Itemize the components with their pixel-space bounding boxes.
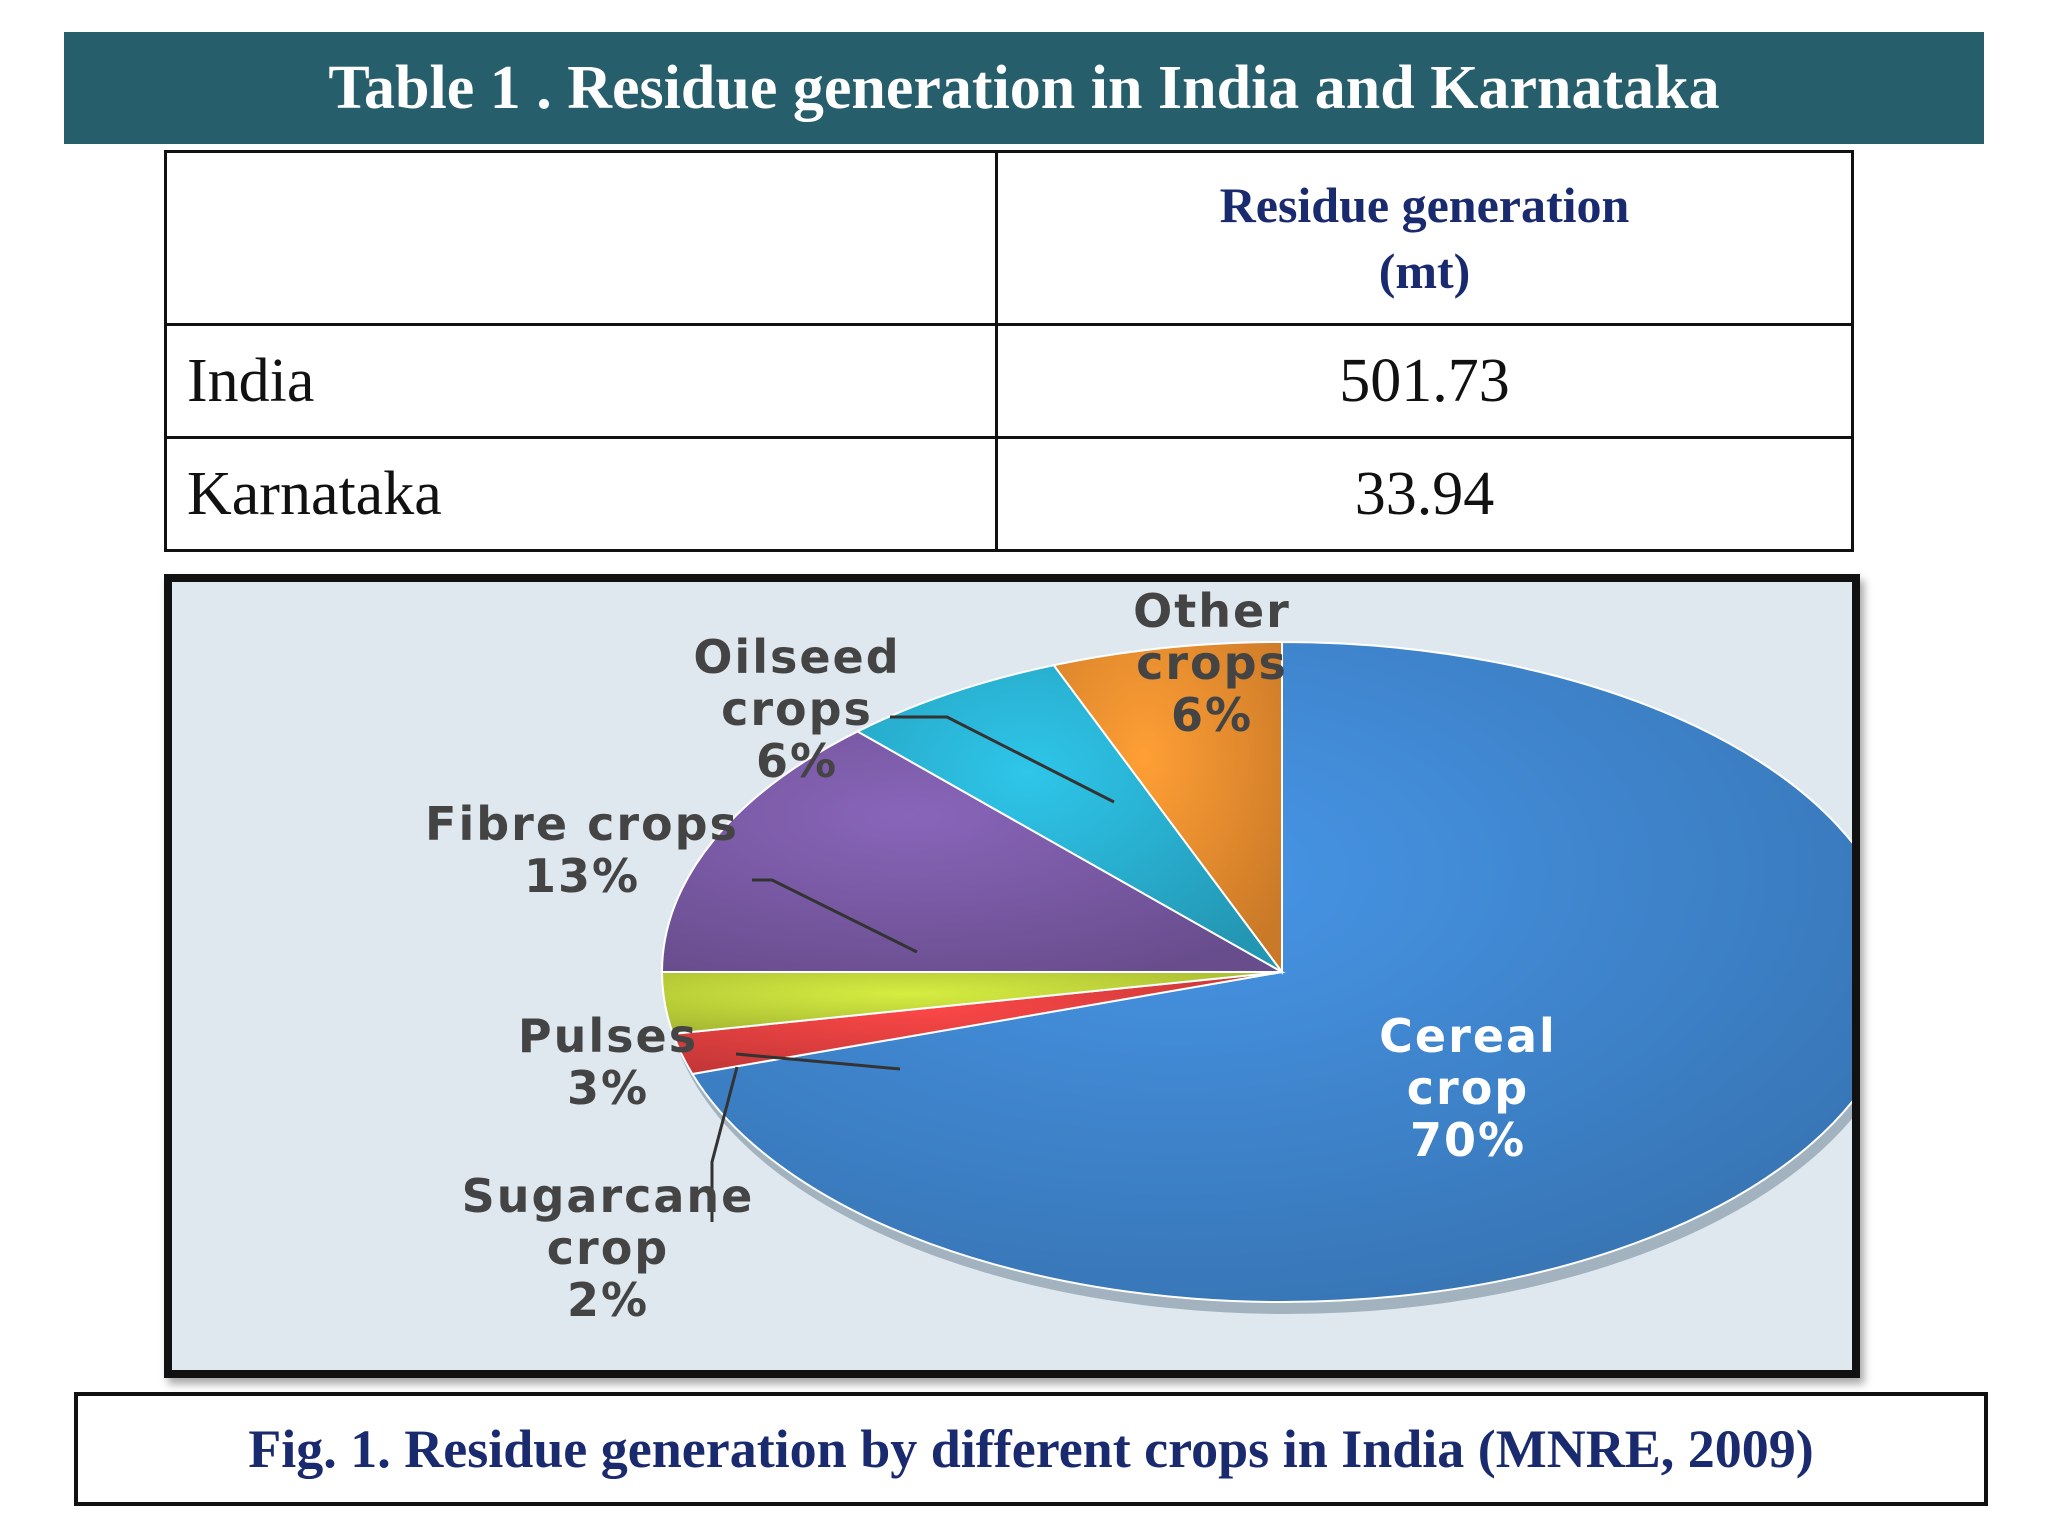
column-header-line1: Residue generation	[1219, 177, 1630, 233]
slice-label: Cereal crop 70%	[1379, 1009, 1557, 1167]
slice-label-line: 3%	[567, 1061, 649, 1115]
slice-label-line: 2%	[567, 1273, 649, 1327]
slice-label: Fibre crops 13%	[425, 797, 739, 903]
column-header: Residue generation (mt)	[995, 150, 1854, 326]
pie-slice	[690, 640, 1852, 1303]
value-cell: 501.73	[995, 323, 1854, 439]
slice-label-line: Pulses	[518, 1009, 698, 1063]
slice-label: Oilseed crops 6%	[693, 630, 900, 788]
pie-chart: Cereal crop 70%Sugarcane crop 2%Pulses 3%Fibr…	[425, 584, 1852, 1327]
slice-label: Other crops 6%	[1133, 584, 1291, 742]
leader-line	[752, 878, 918, 954]
value-cell: 33.94	[995, 436, 1854, 552]
slice-label: Sugarcane crop 2%	[462, 1169, 755, 1327]
figure-caption: Fig. 1. Residue generation by different …	[74, 1392, 1988, 1506]
region-cell: Karnataka	[164, 436, 998, 552]
slice-label-line: Sugarcane	[462, 1169, 755, 1223]
table-row: India 501.73	[164, 323, 1854, 439]
slice-label-line: Oilseed	[693, 630, 900, 684]
table-row: Karnataka 33.94	[164, 436, 1854, 552]
leader-line	[710, 1066, 739, 1222]
pie-chart-frame: Cereal crop 70% Sugarcane crop 2% Pulses 3% Fibr…	[164, 574, 1860, 1378]
slice-label-line: 70%	[1410, 1113, 1526, 1167]
leader-line	[890, 715, 1115, 804]
pie-slice	[1052, 640, 1283, 976]
pie-slice	[660, 730, 1286, 973]
slice-label-line: crop	[1407, 1061, 1529, 1115]
slice-label-line: Other	[1133, 584, 1291, 638]
region-cell: India	[164, 323, 998, 439]
column-header-line2: (mt)	[1378, 243, 1471, 299]
slice-label-line: 6%	[1171, 688, 1253, 742]
slice-label: Pulses 3%	[518, 1009, 698, 1115]
slice-label-line: crops	[1136, 636, 1288, 690]
slice-label-line: crops	[721, 682, 873, 736]
slice-label-line: 13%	[524, 849, 640, 903]
slice-label-line: crop	[547, 1221, 669, 1275]
residue-table: Residue generation (mt) India 501.73 Kar…	[164, 150, 1854, 552]
slice-label-line: Fibre crops	[425, 797, 739, 851]
table-title: Table 1 . Residue generation in India an…	[64, 32, 1984, 144]
pie-slice	[855, 664, 1283, 973]
table-header-row: Residue generation (mt)	[164, 150, 1854, 326]
header-empty-cell	[164, 150, 998, 326]
slice-label-line: Cereal	[1379, 1009, 1557, 1063]
slice-label-line: 6%	[756, 734, 838, 788]
leader-line	[735, 1052, 901, 1071]
